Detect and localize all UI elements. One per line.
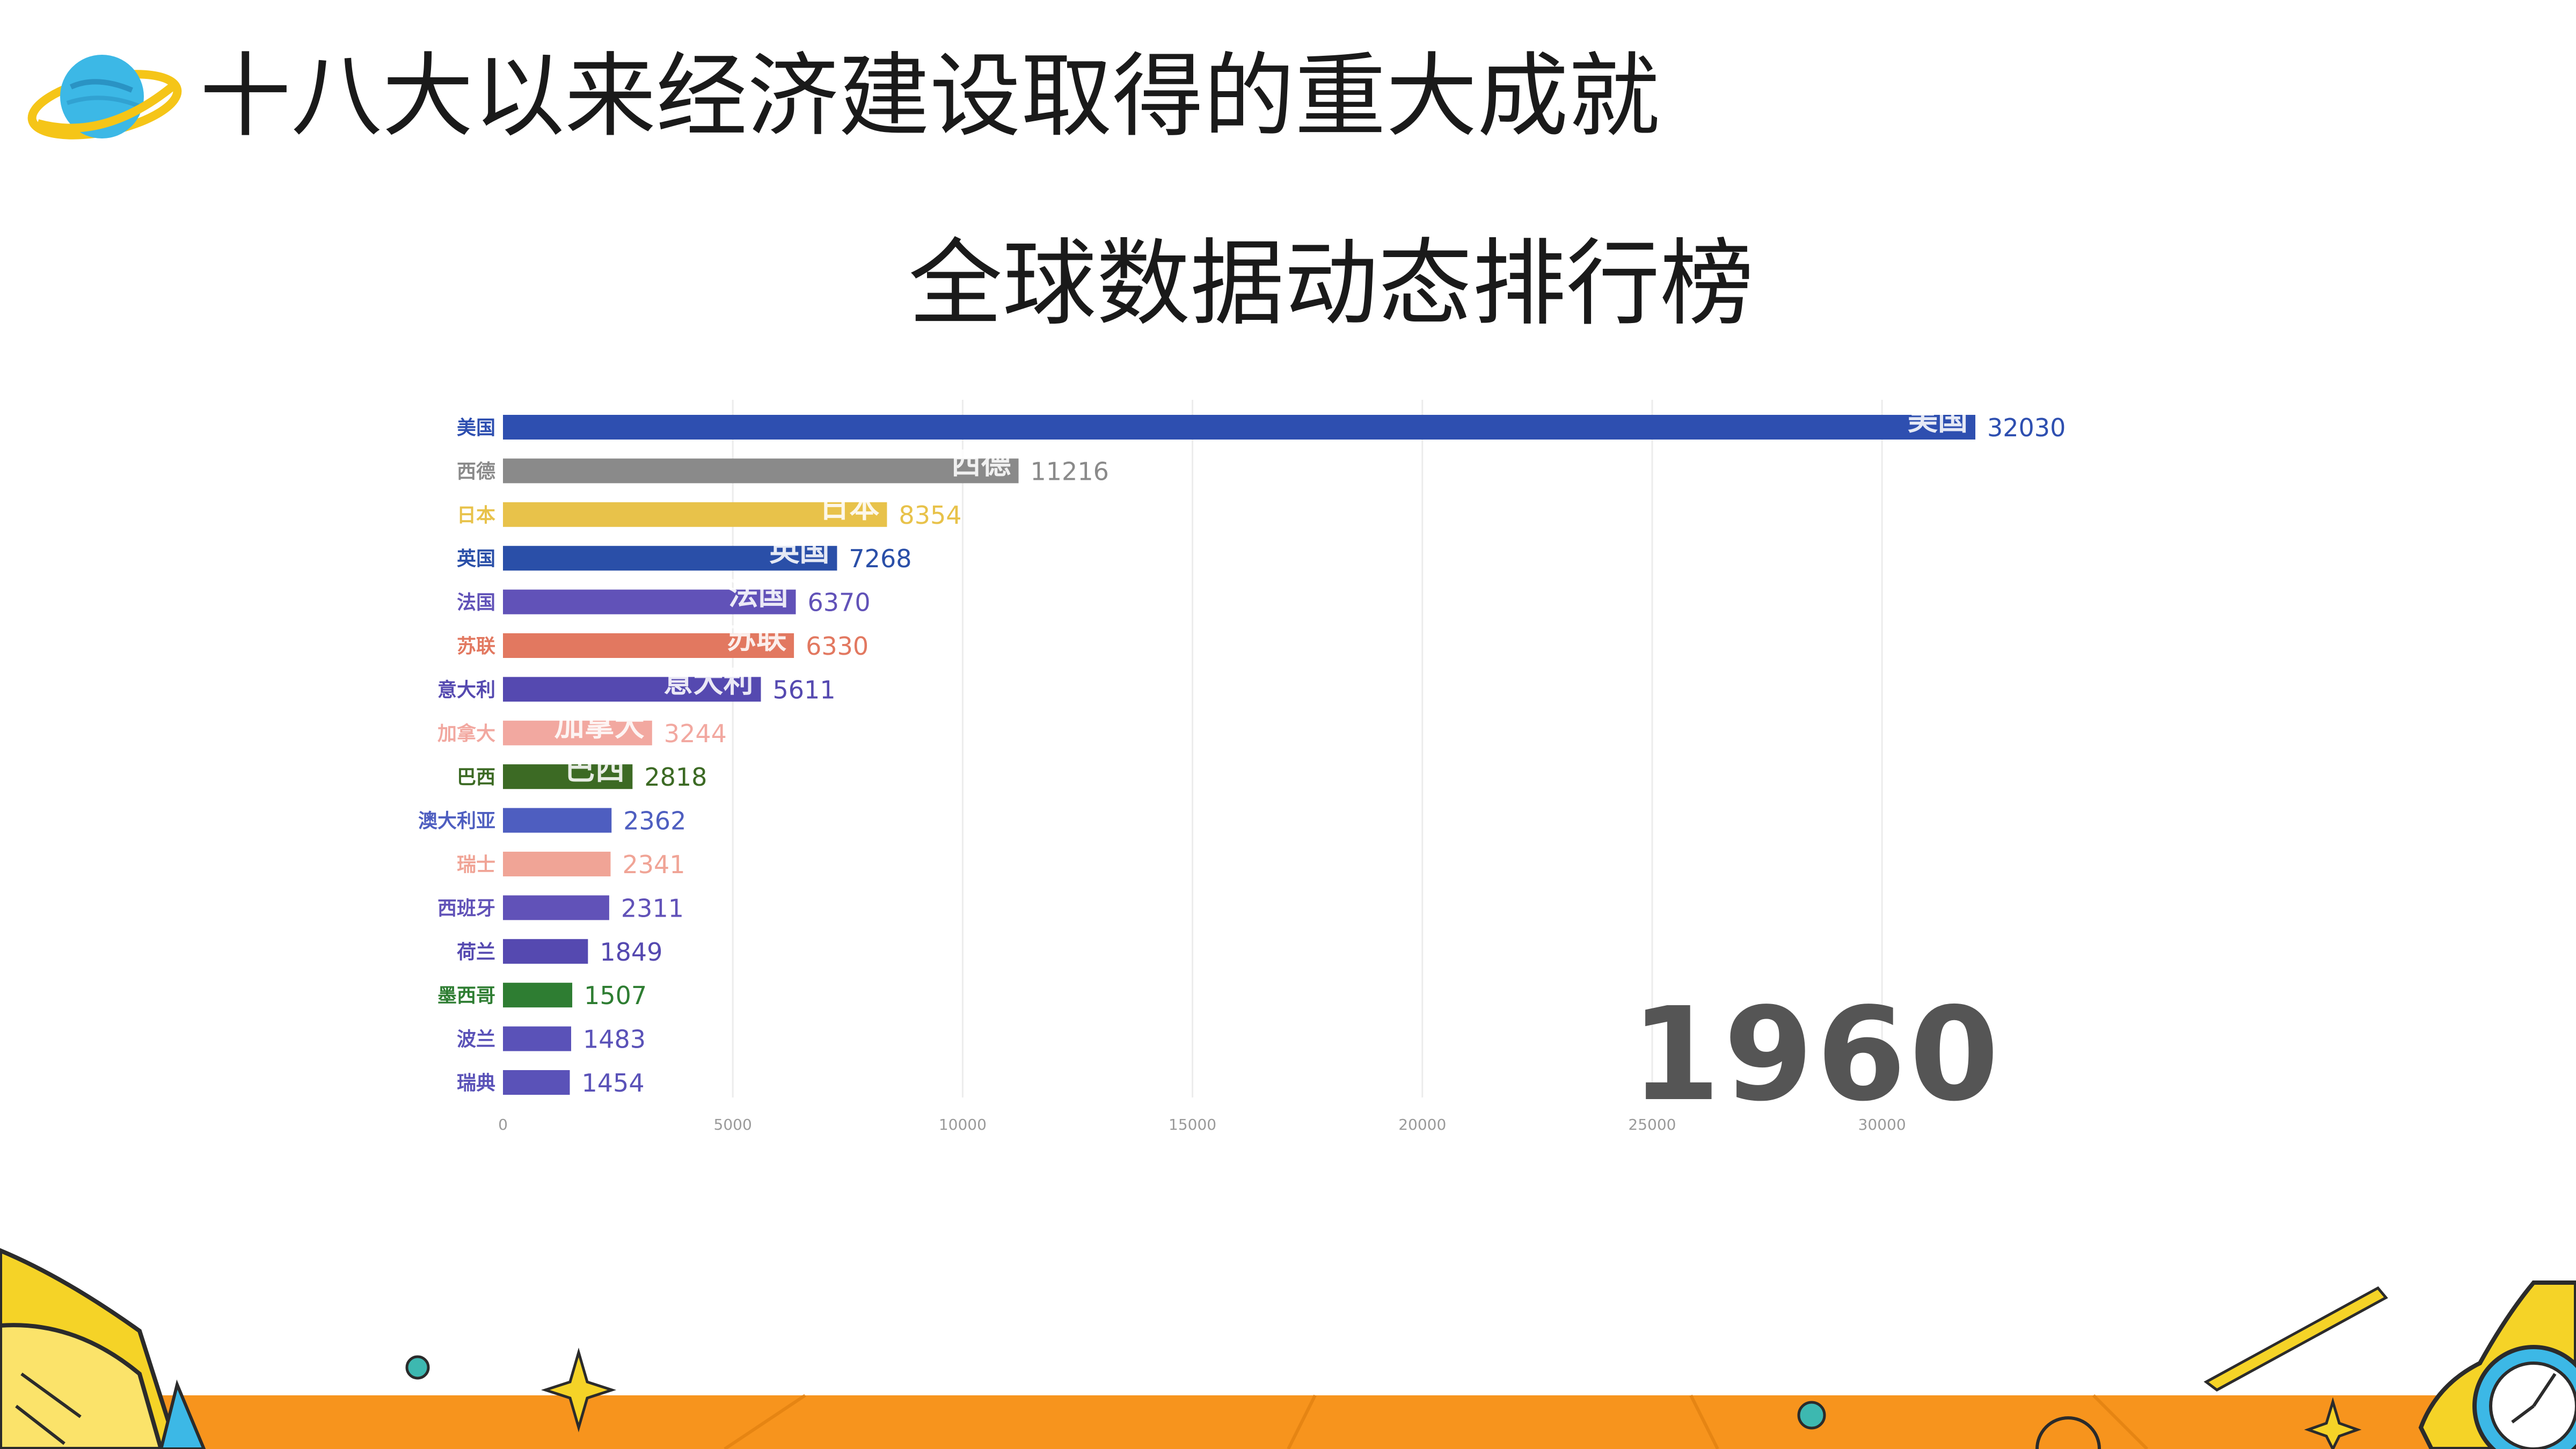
category-label: 加拿大	[437, 722, 495, 745]
bar-inner-label: 英国	[769, 533, 829, 568]
chart-title: 全球数据动态排行榜	[908, 230, 1754, 339]
category-label: 墨西哥	[437, 985, 495, 1007]
bar	[503, 415, 1975, 440]
x-tick-label: 20000	[1398, 1116, 1446, 1133]
category-label: 瑞士	[457, 854, 495, 876]
category-label: 美国	[457, 417, 495, 439]
value-label: 7268	[849, 544, 911, 573]
bar	[503, 677, 761, 702]
value-label: 3244	[664, 719, 727, 748]
value-label: 2818	[644, 763, 707, 792]
bar-inner-label: 加拿大	[554, 708, 645, 743]
bar	[503, 458, 1019, 484]
value-label: 1507	[584, 981, 647, 1010]
x-tick-label: 30000	[1858, 1116, 1906, 1133]
value-label: 2311	[621, 894, 684, 923]
value-label: 6330	[806, 632, 869, 661]
bar	[503, 939, 588, 964]
bar	[503, 764, 633, 789]
category-label: 瑞典	[457, 1072, 495, 1094]
value-label: 2362	[623, 807, 686, 836]
category-label: 苏联	[457, 635, 495, 657]
bar	[503, 720, 652, 745]
value-label: 8354	[899, 501, 961, 530]
comet-icon	[2203, 1286, 2388, 1392]
bar	[503, 983, 573, 1008]
category-label: 法国	[457, 592, 495, 614]
bar	[503, 589, 796, 614]
teal-dot-icon	[405, 1355, 430, 1380]
bar-inner-label: 西德	[951, 446, 1011, 481]
orange-circle-icon	[2035, 1416, 2101, 1449]
sparkle-icon	[2304, 1397, 2362, 1449]
value-label: 2341	[622, 850, 685, 879]
category-label: 西德	[457, 460, 495, 482]
x-tick-label: 5000	[714, 1116, 752, 1133]
category-label: 澳大利亚	[418, 810, 495, 832]
category-label: 意大利	[437, 679, 495, 701]
category-label: 日本	[457, 504, 495, 526]
x-tick-label: 25000	[1628, 1116, 1676, 1133]
category-label: 巴西	[457, 766, 495, 788]
bar-inner-label: 美国	[1908, 402, 1968, 437]
bar	[503, 633, 794, 658]
bar	[503, 808, 612, 833]
footer-band	[0, 1395, 2576, 1449]
category-label: 西班牙	[437, 897, 495, 919]
planet-logo-icon	[27, 55, 182, 140]
category-label: 英国	[457, 548, 495, 570]
bar-chart: 0 5000 10000 15000 20000 25000 30000 美国 32030 美国西…	[418, 400, 2066, 1133]
bar	[503, 895, 609, 920]
bar-inner-label: 意大利	[663, 664, 754, 699]
bar-inner-label: 日本	[819, 490, 879, 525]
sparkle-icon	[541, 1348, 617, 1432]
category-label: 波兰	[457, 1029, 495, 1051]
bar-inner-label: 巴西	[565, 752, 625, 787]
bar	[503, 502, 887, 527]
bar	[503, 1070, 570, 1095]
bar	[503, 1026, 572, 1051]
value-label: 1483	[583, 1025, 646, 1054]
bar	[503, 852, 611, 876]
x-tick-label: 15000	[1169, 1116, 1216, 1133]
category-label: 荷兰	[457, 941, 495, 963]
book-icon	[0, 1248, 206, 1449]
bar-inner-label: 法国	[728, 577, 789, 612]
x-tick-label: 0	[498, 1116, 508, 1133]
page-title: 十八大以来经济建设取得的重大成就	[200, 43, 1660, 150]
value-label: 6370	[808, 588, 871, 617]
bar	[503, 546, 837, 571]
value-label: 1454	[582, 1069, 645, 1097]
bar-inner-label: 苏联	[726, 621, 786, 656]
teal-dot-icon	[1797, 1401, 1826, 1430]
x-tick-label: 10000	[939, 1116, 987, 1133]
value-label: 11216	[1031, 457, 1109, 486]
value-label: 32030	[1987, 413, 2066, 442]
year-label: 1960	[1631, 979, 2002, 1130]
value-label: 5611	[773, 675, 836, 704]
clock-icon	[2418, 1280, 2576, 1449]
value-label: 1849	[600, 938, 662, 967]
